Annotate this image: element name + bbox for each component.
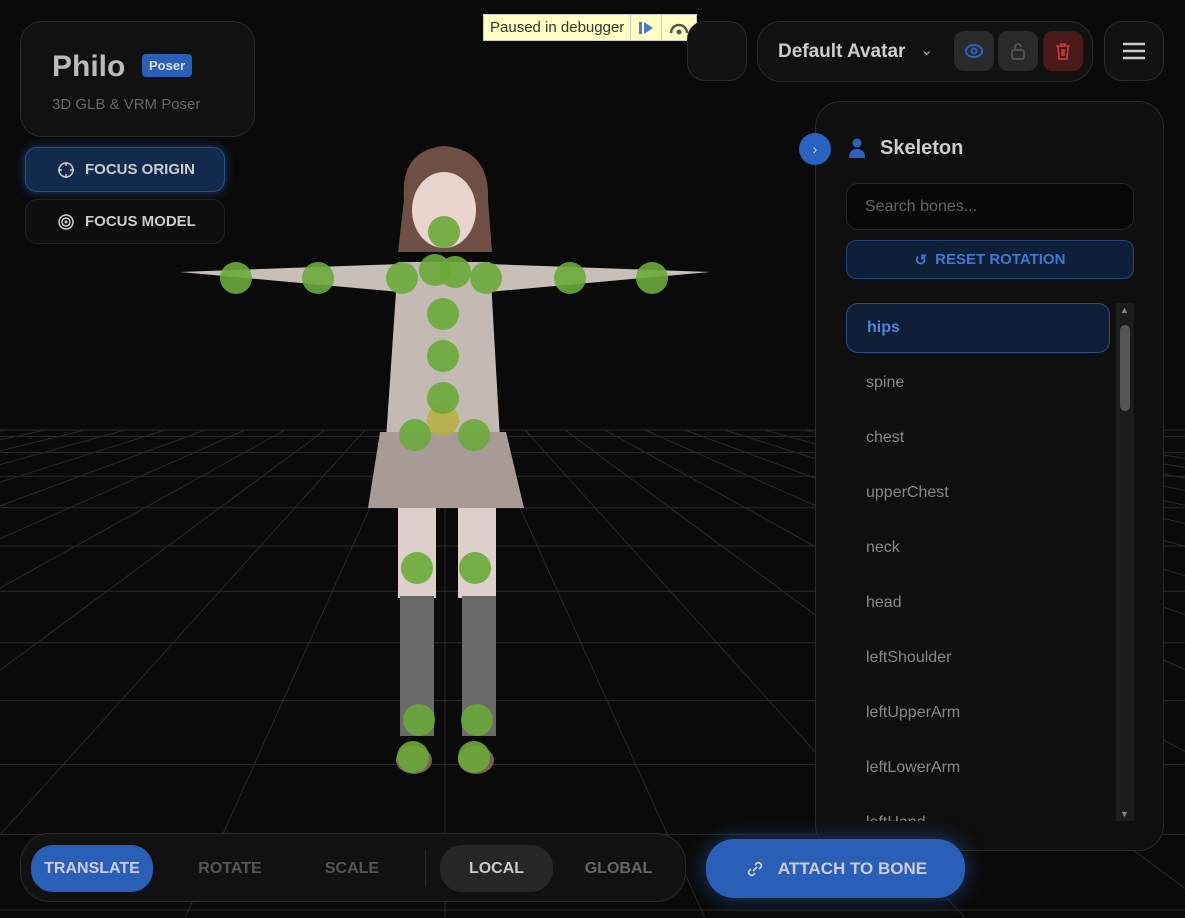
eye-icon: [965, 44, 983, 58]
joint[interactable]: [459, 552, 491, 584]
app-title: Philo: [52, 50, 126, 83]
rotate-ccw-icon: ↺: [914, 251, 928, 269]
delete-button[interactable]: [1043, 31, 1083, 71]
axes-button[interactable]: [687, 21, 747, 81]
unlock-icon: [1011, 43, 1025, 60]
debugger-text: Paused in debugger: [490, 19, 625, 36]
focus-origin-button[interactable]: FOCUS ORIGIN: [25, 147, 225, 192]
collapse-panel-button[interactable]: ›: [799, 133, 831, 165]
bone-item-upperChest[interactable]: upperChest: [866, 484, 949, 501]
space-global[interactable]: GLOBAL: [584, 859, 653, 877]
bone-joints[interactable]: [220, 216, 668, 773]
bone-item-leftUpperArm[interactable]: leftUpperArm: [866, 704, 961, 721]
skeleton-panel: Skeleton ↺ RESET ROTATION hips spine chest u…: [815, 101, 1164, 851]
bone-item-head[interactable]: head: [866, 594, 902, 611]
bone-item-hips[interactable]: hips: [846, 303, 1110, 353]
lock-button[interactable]: [998, 31, 1038, 71]
transform-toolbar: TRANSLATE ROTATE SCALE LOCAL GLOBAL: [20, 833, 686, 902]
step-over-icon[interactable]: [661, 15, 696, 40]
joint[interactable]: [427, 340, 459, 372]
chevron-down-icon[interactable]: ⌄: [920, 42, 934, 59]
joint[interactable]: [220, 262, 252, 294]
trash-icon: [1056, 43, 1070, 60]
joint[interactable]: [470, 262, 502, 294]
avatar-name[interactable]: Default Avatar: [778, 41, 906, 62]
space-local[interactable]: LOCAL: [440, 845, 553, 892]
target-icon: [58, 213, 74, 230]
visibility-button[interactable]: [954, 31, 994, 71]
panel-title: Skeleton: [880, 137, 964, 159]
joint[interactable]: [458, 741, 490, 773]
mode-scale[interactable]: SCALE: [324, 859, 380, 877]
avatar-selector[interactable]: Default Avatar ⌄: [757, 21, 1093, 82]
joint[interactable]: [636, 262, 668, 294]
link-icon: [747, 861, 763, 876]
joint[interactable]: [428, 216, 460, 248]
mode-rotate[interactable]: ROTATE: [198, 859, 262, 877]
bone-list: hips spine chest upperChest neck head leftShou…: [846, 303, 1110, 821]
bone-item-chest[interactable]: chest: [866, 429, 905, 446]
debugger-banner: Paused in debugger: [483, 14, 698, 41]
joint[interactable]: [461, 704, 493, 736]
crosshair-icon: [58, 161, 74, 178]
focus-model-button[interactable]: FOCUS MODEL: [25, 199, 225, 244]
focus-model-label: FOCUS MODEL: [85, 213, 196, 230]
divider: [425, 850, 426, 887]
joint-selected[interactable]: [427, 404, 459, 436]
reset-label: RESET ROTATION: [935, 251, 1066, 268]
attach-label: ATTACH TO BONE: [777, 858, 928, 878]
bone-item-leftHand[interactable]: leftHand: [846, 798, 1110, 821]
brand-card: Philo Poser 3D GLB & VRM Poser: [20, 21, 255, 137]
joint[interactable]: [427, 298, 459, 330]
bone-search-input[interactable]: [846, 183, 1134, 230]
app-badge: Poser: [142, 54, 193, 77]
joint[interactable]: [302, 262, 334, 294]
joint[interactable]: [554, 262, 586, 294]
scrollbar[interactable]: ▲ ▼: [1116, 303, 1134, 821]
joint[interactable]: [399, 419, 431, 451]
joint[interactable]: [386, 262, 418, 294]
joint[interactable]: [397, 741, 429, 773]
joint[interactable]: [458, 419, 490, 451]
joint[interactable]: [401, 552, 433, 584]
bone-item-spine[interactable]: spine: [866, 374, 905, 391]
bone-item-leftLowerArm[interactable]: leftLowerArm: [866, 759, 961, 776]
reset-rotation-button[interactable]: ↺ RESET ROTATION: [846, 240, 1134, 279]
attach-to-bone-button[interactable]: ATTACH TO BONE: [706, 839, 965, 898]
joint[interactable]: [427, 382, 459, 414]
bone-item-leftShoulder[interactable]: leftShoulder: [866, 649, 952, 666]
joint[interactable]: [439, 256, 471, 288]
person-icon: [849, 138, 865, 158]
focus-origin-label: FOCUS ORIGIN: [85, 161, 196, 178]
app-subtitle: 3D GLB & VRM Poser: [52, 96, 201, 113]
chevron-right-icon: ›: [812, 141, 818, 157]
hamburger-icon: [1123, 42, 1145, 60]
joint[interactable]: [403, 704, 435, 736]
mode-translate[interactable]: TRANSLATE: [31, 845, 153, 892]
bone-item-neck[interactable]: neck: [866, 539, 900, 556]
resume-icon[interactable]: [630, 15, 661, 40]
menu-button[interactable]: [1104, 21, 1164, 81]
